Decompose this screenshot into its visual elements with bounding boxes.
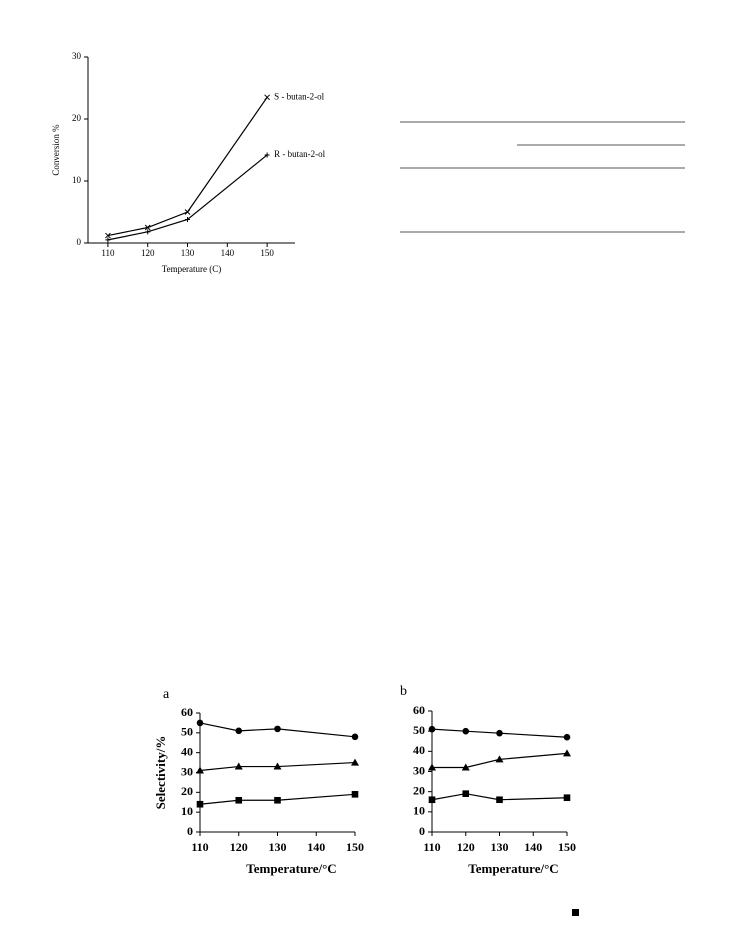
marker [428, 763, 436, 771]
marker [264, 94, 270, 101]
marker [196, 800, 204, 808]
y-tick-label: 30 [72, 51, 82, 61]
x-axis-label: Temperature/°C [246, 861, 336, 876]
marker [235, 727, 243, 735]
marker [274, 725, 281, 733]
y-tick-label: 0 [77, 237, 82, 247]
series-line [432, 752, 568, 769]
marker [495, 755, 504, 763]
marker [274, 796, 281, 804]
x-tick-label: 110 [191, 840, 208, 854]
x-tick-label: 140 [307, 840, 325, 854]
marker [184, 209, 191, 215]
marker [185, 216, 191, 222]
y-tick-label: 40 [181, 744, 193, 758]
series-line [107, 96, 268, 237]
series-label: R - butan-2-ol [274, 149, 325, 159]
marker [462, 790, 470, 797]
x-tick-label: 140 [221, 248, 235, 258]
marker [428, 725, 436, 733]
y-tick-label: 50 [413, 723, 425, 737]
y-tick-label: 20 [181, 784, 193, 798]
marker [428, 796, 436, 804]
marker [196, 719, 204, 727]
series-label: S - butan-2-ol [274, 91, 324, 101]
x-tick-label: 150 [558, 840, 576, 854]
marker [351, 791, 359, 798]
marker [273, 762, 282, 770]
series-line [431, 728, 568, 738]
y-tick-label: 0 [419, 824, 425, 838]
y-tick-label: 10 [413, 804, 425, 818]
series-line [199, 722, 356, 738]
marker [496, 796, 503, 804]
x-tick-label: 130 [269, 840, 287, 854]
y-tick-label: 60 [181, 705, 193, 719]
series-line [107, 154, 268, 241]
y-tick-label: 20 [72, 113, 82, 123]
x-tick-label: 110 [423, 840, 440, 854]
series-line [199, 761, 356, 772]
marker [264, 152, 270, 158]
marker [351, 733, 359, 741]
y-tick-label: 10 [72, 175, 82, 185]
end-mark [572, 909, 579, 916]
marker [235, 796, 243, 804]
marker [563, 733, 571, 741]
x-tick-label: 150 [346, 840, 364, 854]
x-tick-label: 150 [260, 248, 274, 258]
x-tick-label: 130 [491, 840, 509, 854]
series-line [431, 793, 568, 801]
panel-label: a [163, 687, 170, 702]
marker [105, 237, 111, 243]
y-axis-label: Selectivity/% [153, 736, 168, 810]
y-tick-label: 30 [413, 763, 425, 777]
x-tick-label: 120 [457, 840, 475, 854]
x-tick-label: 120 [141, 248, 155, 258]
marker [563, 794, 571, 802]
marker [462, 727, 470, 735]
marker [563, 749, 571, 757]
x-tick-label: 140 [524, 840, 542, 854]
marker [144, 224, 151, 231]
x-tick-label: 130 [181, 248, 195, 258]
y-tick-label: 50 [181, 725, 193, 739]
series-line [199, 793, 356, 805]
x-tick-label: 110 [101, 248, 115, 258]
marker [234, 762, 243, 770]
y-tick-label: 10 [181, 804, 193, 818]
panel-label: b [400, 684, 407, 699]
y-tick-label: 0 [187, 824, 193, 838]
marker [351, 758, 359, 766]
marker [105, 232, 111, 239]
y-tick-label: 20 [413, 783, 425, 797]
marker [461, 763, 470, 771]
y-tick-label: 30 [181, 764, 193, 778]
x-tick-label: 120 [230, 840, 248, 854]
y-tick-label: 60 [413, 703, 425, 717]
marker [496, 729, 503, 737]
y-axis-label: Conversion % [51, 124, 61, 176]
x-axis-label: Temperature (C) [162, 264, 222, 274]
marker [145, 229, 151, 235]
y-tick-label: 40 [413, 743, 425, 757]
marker [196, 766, 204, 774]
x-axis-label: Temperature/°C [468, 861, 558, 876]
